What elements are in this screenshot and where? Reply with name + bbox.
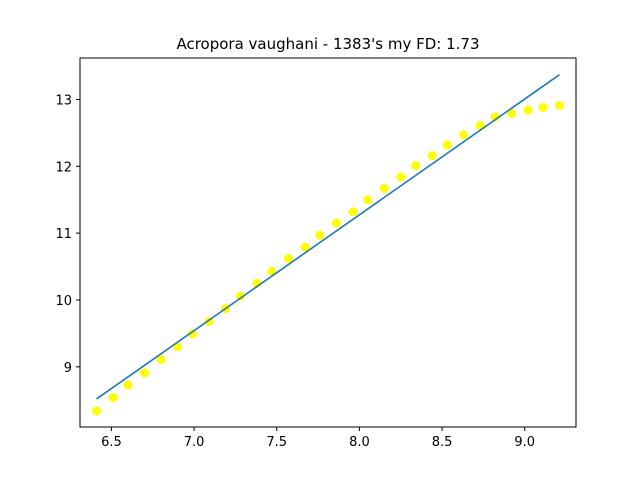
scatter-point	[348, 207, 358, 217]
scatter-point	[315, 230, 325, 240]
scatter-point	[92, 406, 102, 416]
scatter-point	[267, 266, 277, 276]
x-tick-label: 7.5	[266, 435, 287, 450]
scatter-point	[379, 183, 389, 193]
fit-line	[96, 74, 560, 400]
scatter-point	[523, 105, 533, 115]
scatter-point	[235, 291, 245, 301]
scatter-point	[554, 100, 564, 110]
y-tick-label: 11	[55, 227, 72, 242]
scatter-point	[363, 195, 373, 205]
scatter-point	[139, 368, 149, 378]
x-tick-label: 8.5	[432, 435, 453, 450]
scatter-point	[156, 354, 166, 364]
plot-frame	[79, 57, 577, 428]
scatter-points	[92, 100, 564, 416]
y-tick-label: 9	[64, 361, 72, 376]
scatter-point	[331, 218, 341, 228]
x-tick-label: 9.0	[514, 435, 535, 450]
y-axis: 9 10 11 12 13	[55, 93, 80, 376]
y-tick-label: 12	[55, 160, 72, 175]
scatter-point	[442, 140, 452, 150]
y-tick-label: 10	[55, 294, 72, 309]
scatter-point	[187, 329, 197, 339]
scatter-point	[411, 161, 421, 171]
scatter-point	[123, 380, 133, 390]
x-tick-label: 8.0	[349, 435, 370, 450]
y-tick-label: 13	[55, 93, 72, 108]
chart-title: Acropora vaughani - 1383's my FD: 1.73	[176, 35, 479, 53]
x-tick-label: 7.0	[184, 435, 205, 450]
scatter-point	[507, 108, 517, 118]
scatter-point	[538, 102, 548, 112]
scatter-point	[108, 393, 118, 403]
scatter-point	[300, 242, 310, 252]
scatter-point	[427, 151, 437, 161]
scatter-point	[283, 254, 293, 264]
x-axis: 6.5 7.0 7.5 8.0 8.5 9.0	[101, 427, 535, 450]
x-tick-label: 6.5	[101, 435, 122, 450]
scatter-point	[396, 172, 406, 182]
scatter-point	[459, 130, 469, 140]
fit-line-group	[96, 74, 560, 400]
